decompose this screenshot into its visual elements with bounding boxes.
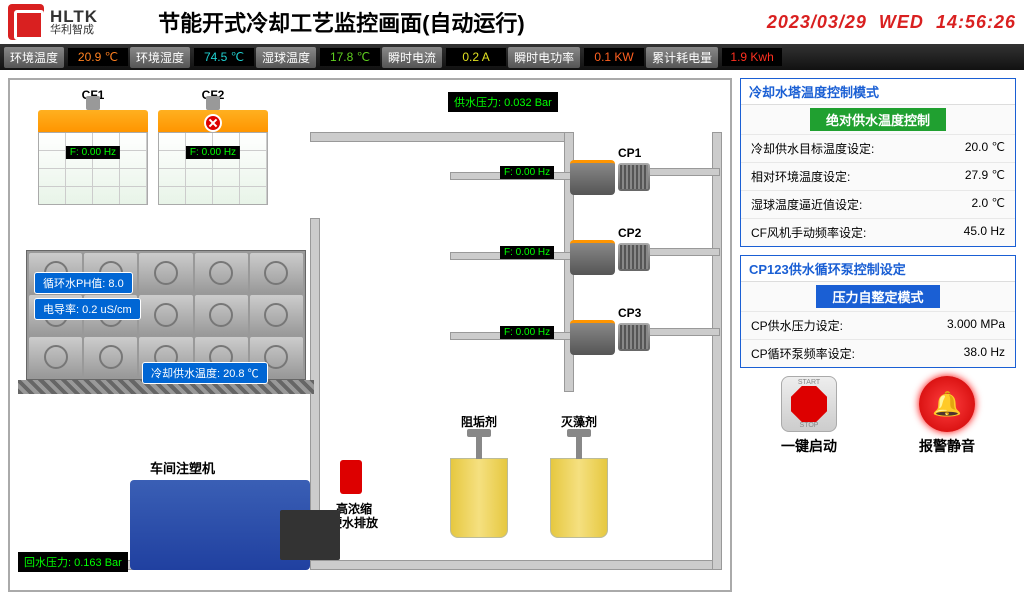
alarm-mute-button[interactable]: 🔔 (919, 376, 975, 432)
setting-row[interactable]: CP供水压力设定:3.000 MPa (741, 311, 1015, 339)
pump-cp2[interactable]: CP2 F: 0.00 Hz (570, 232, 650, 282)
bell-icon: 🔔 (932, 390, 962, 419)
current-value: 0.2 A (446, 48, 506, 66)
wet-bulb-value: 17.8 ℃ (320, 48, 380, 66)
supply-temp-badge: 冷却供水温度: 20.8 ℃ (142, 362, 268, 384)
cooling-tower-cf2[interactable]: CF2 F: 0.00 Hz (158, 110, 268, 205)
wet-bulb-label: 湿球温度 (256, 47, 316, 68)
setting-row[interactable]: CF风机手动频率设定:45.0 Hz (741, 218, 1015, 246)
machine-label: 车间注塑机 (150, 458, 215, 477)
pump-control-panel: CP123供水循环泵控制设定 压力自整定模式 CP供水压力设定:3.000 MP… (740, 255, 1016, 368)
return-pressure: 回水压力: 0.163 Bar (18, 552, 128, 572)
energy-label: 累计耗电量 (646, 47, 718, 68)
start-stop-button[interactable]: START STOP (781, 376, 837, 432)
setting-row[interactable]: 湿球温度逼近值设定:2.0 ℃ (741, 190, 1015, 218)
drain-valve[interactable] (340, 460, 362, 494)
logo-en: HLTK (50, 8, 98, 25)
conductivity-badge: 电导率: 0.2 uS/cm (34, 298, 141, 320)
env-temp-value: 20.9 ℃ (68, 48, 128, 66)
fault-icon (204, 114, 222, 132)
header: HLTK 华利智成 节能开式冷却工艺监控画面(自动运行) 2023/03/29 … (0, 0, 1024, 44)
datetime: 2023/03/29 WED 14:56:26 (767, 12, 1016, 33)
chemical-tank-1[interactable]: 阻垢剂 (450, 458, 508, 538)
setting-row[interactable]: CP循环泵频率设定:38.0 Hz (741, 339, 1015, 367)
tower-control-panel: 冷却水塔温度控制模式 绝对供水温度控制 冷却供水目标温度设定:20.0 ℃ 相对… (740, 78, 1016, 247)
logo: HLTK 华利智成 (8, 4, 98, 40)
page-title: 节能开式冷却工艺监控画面(自动运行) (158, 6, 525, 38)
power-value: 0.1 KW (584, 48, 644, 66)
cooling-tower-cf1[interactable]: CF1 F: 0.00 Hz (38, 110, 148, 205)
injection-machine[interactable] (130, 480, 310, 570)
setting-row[interactable]: 相对环境温度设定:27.9 ℃ (741, 162, 1015, 190)
pump-cp3[interactable]: CP3 F: 0.00 Hz (570, 312, 650, 362)
alarm-button-label: 报警静音 (919, 436, 975, 456)
status-bar: 环境温度20.9 ℃ 环境湿度74.5 ℃ 湿球温度17.8 ℃ 瞬时电流0.2… (0, 44, 1024, 70)
pump-mode-badge[interactable]: 压力自整定模式 (816, 285, 939, 308)
process-diagram: 供水压力: 0.032 Bar 回水压力: 0.163 Bar CF1 F: 0… (8, 78, 732, 592)
pump-cp1[interactable]: CP1 F: 0.00 Hz (570, 152, 650, 202)
ph-badge: 循环水PH值: 8.0 (34, 272, 133, 294)
setting-row[interactable]: 冷却供水目标温度设定:20.0 ℃ (741, 134, 1015, 162)
energy-value: 1.9 Kwh (722, 48, 782, 66)
chemical-tank-2[interactable]: 灭藻剂 (550, 458, 608, 538)
env-hum-label: 环境湿度 (130, 47, 190, 68)
sidebar: 冷却水塔温度控制模式 绝对供水温度控制 冷却供水目标温度设定:20.0 ℃ 相对… (740, 78, 1016, 456)
stop-icon (791, 386, 827, 422)
supply-pressure: 供水压力: 0.032 Bar (448, 92, 558, 112)
logo-icon (8, 4, 44, 40)
env-hum-value: 74.5 ℃ (194, 48, 254, 66)
logo-cn: 华利智成 (50, 25, 98, 36)
power-label: 瞬时电功率 (508, 47, 580, 68)
start-button-label: 一键启动 (781, 436, 837, 456)
current-label: 瞬时电流 (382, 47, 442, 68)
tower-mode-badge[interactable]: 绝对供水温度控制 (810, 108, 946, 131)
env-temp-label: 环境温度 (4, 47, 64, 68)
